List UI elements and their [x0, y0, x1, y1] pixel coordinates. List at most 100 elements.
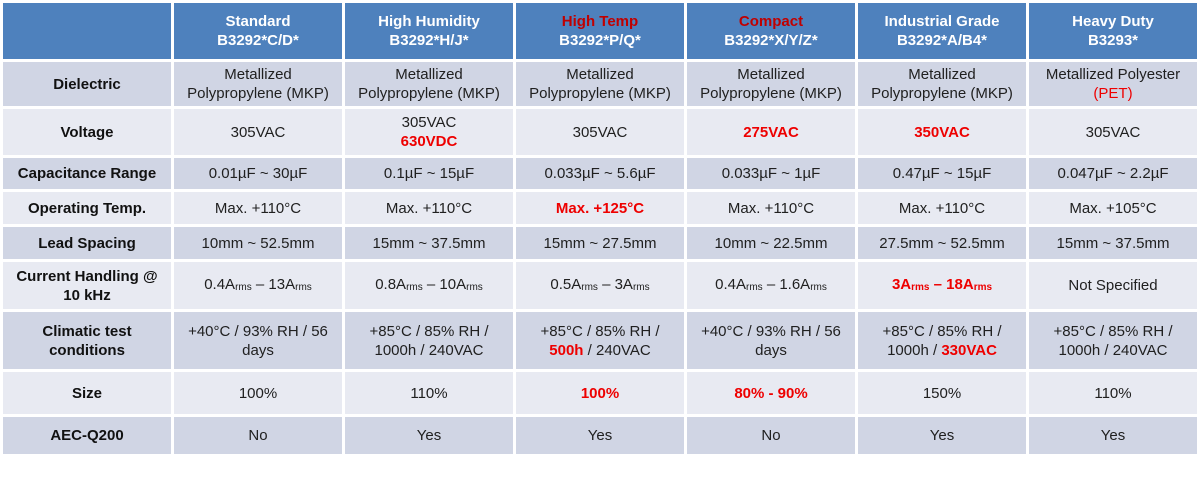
cell-current-handling-text: rms [581, 281, 598, 293]
cell-dielectric-standard: Metallized Polypropylene (MKP) [174, 62, 342, 106]
row-label-climatic-test-conditions-text: Climatic test [42, 322, 132, 340]
cell-current-handling-heavy-duty: Not Specified [1029, 262, 1197, 309]
cell-current-handling-standard: 0.4Arms – 13Arms [174, 262, 342, 309]
cell-lead-spacing-text: 10mm ~ 22.5mm [714, 234, 828, 252]
cell-size-high-temp: 100% [516, 372, 684, 414]
cell-dielectric-text: Metallized [908, 66, 976, 83]
cell-current-handling-text: rms [745, 281, 763, 293]
cell-size-compact: 80% - 90% [687, 372, 855, 414]
cell-capacitance-range-text: 0.033µF ~ 5.6µF [544, 165, 656, 182]
table-row-capacitance-range: Capacitance Range 0.01µF ~ 30µF 0.1µF ~ 15… [3, 158, 1197, 189]
cell-climatic-test-conditions-text: +85°C / 85% RH / [540, 322, 660, 340]
column-header-high-humidity: High Humidity B3292*H/J* [345, 3, 513, 59]
series-name: High Humidity [378, 13, 480, 30]
row-label-climatic-test-conditions: Climatic test conditions [3, 312, 171, 369]
cell-aec-q200-text: Yes [1100, 427, 1126, 444]
cell-dielectric-text: Metallized [224, 66, 292, 83]
table-row-lead-spacing: Lead Spacing 10mm ~ 52.5mm 15mm ~ 37.5mm 15… [3, 227, 1197, 259]
cell-climatic-test-conditions-text: 1000h / 240VAC [1058, 341, 1168, 359]
cell-size-text: 110% [1094, 384, 1132, 402]
cell-capacitance-range-heavy-duty: 0.047µF ~ 2.2µF [1029, 158, 1197, 189]
cell-current-handling-text: rms [810, 281, 827, 293]
cell-aec-q200-text: No [761, 427, 781, 444]
cell-current-handling-highlight: rms [973, 281, 993, 293]
cell-dielectric-text: Polypropylene (MKP) [700, 85, 842, 102]
cell-dielectric-text: Metallized [395, 66, 463, 83]
table-row-voltage: Voltage 305VAC 305VAC 630VDC 305VAC 275VAC 350… [3, 109, 1197, 155]
cell-dielectric-high-humidity: Metallized Polypropylene (MKP) [345, 62, 513, 106]
cell-voltage-text: 305VAC [401, 114, 457, 131]
cell-climatic-test-conditions-text: / 240VAC [583, 341, 651, 359]
cell-climatic-test-conditions-industrial-grade: +85°C / 85% RH /1000h / 330VAC [858, 312, 1026, 369]
cell-aec-q200-heavy-duty: Yes [1029, 417, 1197, 454]
cell-dielectric-compact: Metallized Polypropylene (MKP) [687, 62, 855, 106]
cell-lead-spacing-compact: 10mm ~ 22.5mm [687, 227, 855, 259]
cell-operating-temp-industrial-grade: Max. +110°C [858, 192, 1026, 224]
cell-climatic-test-conditions-text: days [755, 341, 787, 359]
cell-capacitance-range-text: 0.01µF ~ 30µF [208, 165, 308, 182]
row-label-operating-temp: Operating Temp. [3, 192, 171, 224]
cell-size-standard: 100% [174, 372, 342, 414]
table-body: Dielectric Metallized Polypropylene (MKP) M… [3, 62, 1197, 454]
cell-capacitance-range-text: 0.47µF ~ 15µF [892, 165, 992, 182]
cell-voltage-highlight: 350VAC [914, 123, 970, 141]
cell-dielectric-text: Polypropylene (MKP) [871, 85, 1013, 102]
cell-voltage-text: 305VAC [230, 123, 286, 141]
cell-capacitance-range-text: 0.047µF ~ 2.2µF [1057, 165, 1169, 182]
cell-voltage-highlight: 275VAC [743, 123, 799, 141]
row-label-lead-spacing: Lead Spacing [3, 227, 171, 259]
cell-climatic-test-conditions-highlight: 330VAC [941, 341, 997, 359]
cell-aec-q200-text: No [248, 427, 268, 444]
cell-voltage-text: 305VAC [1085, 123, 1141, 141]
cell-dielectric-text: Polypropylene (MKP) [358, 85, 500, 102]
cell-current-handling-text: rms [406, 281, 423, 293]
cell-climatic-test-conditions-standard: +40°C / 93% RH / 56 days [174, 312, 342, 369]
row-label-current-handling-text: Current Handling @ [16, 267, 158, 285]
cell-size-text: 100% [238, 384, 278, 402]
cell-operating-temp-text: Max. +110°C [385, 199, 473, 217]
cell-dielectric-high-temp: Metallized Polypropylene (MKP) [516, 62, 684, 106]
cell-voltage-text: 305VAC [572, 123, 628, 141]
cell-operating-temp-text: Max. +110°C [727, 199, 815, 217]
row-label-voltage-text: Voltage [60, 123, 114, 141]
cell-current-handling-text: 0.5A [550, 275, 582, 293]
cell-operating-temp-text: Max. +110°C [214, 199, 302, 217]
cell-climatic-test-conditions-text: 1000h / 240VAC [374, 341, 484, 359]
cell-current-handling-text: rms [295, 281, 312, 293]
cell-current-handling-high-humidity: 0.8Arms – 10Arms [345, 262, 513, 309]
cell-voltage-standard: 305VAC [174, 109, 342, 155]
series-code: B3292*X/Y/Z* [724, 32, 818, 49]
cell-dielectric-text: Polypropylene (MKP) [187, 85, 329, 102]
table-header: Standard B3292*C/D* High Humidity B3292*H/J… [3, 3, 1197, 59]
cell-current-handling-text: 0.4A [715, 275, 746, 293]
cell-climatic-test-conditions-compact: +40°C / 93% RH / 56 days [687, 312, 855, 369]
cell-size-highlight: 100% [580, 384, 620, 402]
cell-climatic-test-conditions-text: +85°C / 85% RH / [1053, 322, 1173, 340]
cell-voltage-compact: 275VAC [687, 109, 855, 155]
table-row-climatic-test-conditions: Climatic test conditions +40°C / 93% RH / … [3, 312, 1197, 369]
cell-climatic-test-conditions-text: +85°C / 85% RH / [882, 322, 1002, 340]
series-name: High Temp [561, 13, 639, 30]
table-row-current-handling: Current Handling @10 kHz 0.4Arms – 13Arms… [3, 262, 1197, 309]
cell-climatic-test-conditions-text: +85°C / 85% RH / [369, 322, 489, 340]
column-header-industrial-grade: Industrial Grade B3292*A/B4* [858, 3, 1026, 59]
table-row-operating-temp: Operating Temp. Max. +110°C Max. +110°C Max… [3, 192, 1197, 224]
row-label-current-handling-text: 10 kHz [63, 286, 111, 304]
cell-lead-spacing-text: 15mm ~ 37.5mm [1056, 234, 1170, 252]
cell-current-handling-high-temp: 0.5Arms – 3Arms [516, 262, 684, 309]
row-label-lead-spacing-text: Lead Spacing [38, 234, 136, 252]
cell-aec-q200-text: Yes [587, 427, 613, 444]
series-code: B3292*C/D* [217, 32, 299, 49]
cell-operating-temp-highlight: Max. +125°C [555, 199, 645, 217]
cell-dielectric-text: Polypropylene (MKP) [529, 85, 671, 102]
cell-climatic-test-conditions-text: 1000h / [887, 341, 942, 359]
cell-aec-q200-text: Yes [929, 427, 955, 444]
cell-lead-spacing-text: 15mm ~ 27.5mm [543, 234, 657, 252]
cell-lead-spacing-text: 10mm ~ 52.5mm [201, 234, 315, 252]
cell-capacitance-range-text: 0.1µF ~ 15µF [383, 165, 475, 182]
column-header-high-temp: High Temp B3292*P/Q* [516, 3, 684, 59]
cell-voltage-high-humidity: 305VAC 630VDC [345, 109, 513, 155]
cell-dielectric-text: Metallized [737, 66, 805, 83]
cell-current-handling-highlight: – 18A [929, 275, 974, 293]
cell-climatic-test-conditions-heavy-duty: +85°C / 85% RH /1000h / 240VAC [1029, 312, 1197, 369]
